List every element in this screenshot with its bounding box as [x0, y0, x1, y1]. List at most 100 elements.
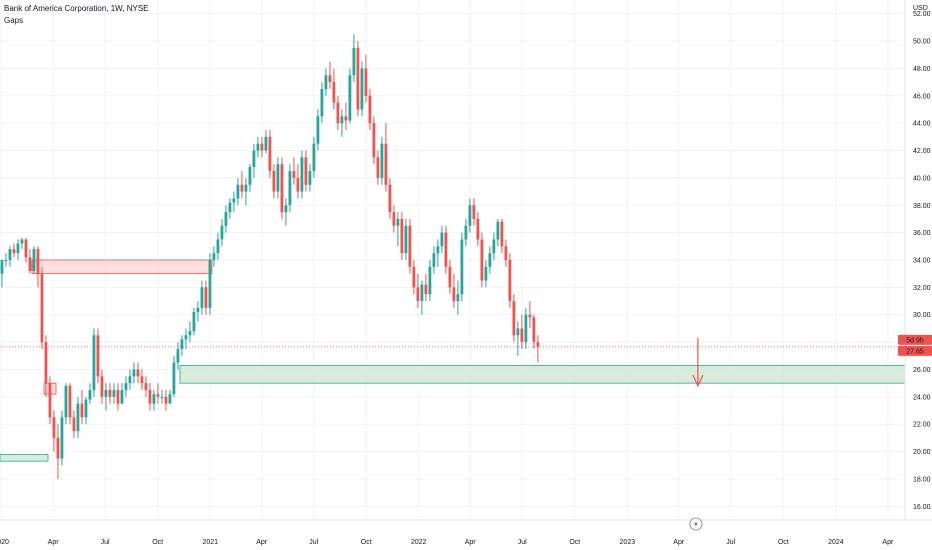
candle-body — [108, 390, 112, 397]
candle-body — [132, 369, 136, 377]
candle-body — [160, 396, 164, 398]
candle-body — [524, 314, 528, 343]
price-tick-label: 32.00 — [913, 285, 931, 292]
candle-body — [456, 294, 460, 302]
price-tick-label: 48.00 — [913, 66, 931, 73]
candle-body — [440, 232, 444, 247]
candle-body — [280, 164, 284, 213]
candle-body — [76, 403, 80, 432]
candle-body — [444, 232, 448, 267]
gap-down-zone — [31, 259, 213, 275]
time-tick-label: 2020 — [0, 539, 9, 546]
candle-body — [364, 68, 368, 96]
candle-body — [392, 212, 396, 226]
candle-body — [468, 205, 472, 226]
candle-body — [36, 249, 40, 274]
candle-body — [136, 369, 140, 377]
candle-body — [256, 143, 260, 151]
candle-body — [260, 143, 264, 151]
candle-body — [208, 260, 212, 308]
candle-body — [512, 301, 516, 336]
candle-body — [480, 239, 484, 281]
candle-body — [532, 317, 536, 343]
overlay-marks: 5d 9h 27.65 — [0, 334, 932, 531]
price-tick-label: 42.00 — [913, 148, 931, 155]
candle-body — [408, 225, 412, 267]
candle-body — [164, 396, 168, 404]
candle-body — [240, 184, 244, 192]
candle-body — [476, 218, 480, 240]
last-price-text: 27.65 — [906, 348, 924, 355]
candle-body — [416, 287, 420, 302]
chart-title: Bank of America Corporation, 1W, NYSE — [4, 4, 149, 13]
candle-body — [180, 339, 184, 349]
time-tick-label: Oct — [361, 539, 372, 546]
candle-body — [64, 385, 68, 418]
candle-body — [316, 116, 320, 144]
candle-body — [312, 143, 316, 172]
candle-body — [128, 376, 132, 384]
candle-body — [16, 243, 20, 254]
candle-body — [340, 116, 344, 124]
candle-body — [292, 171, 296, 178]
candle-body — [216, 239, 220, 254]
lightning-bolt — [693, 520, 698, 528]
candle-body — [268, 136, 272, 172]
price-tick-label: 30.00 — [913, 312, 931, 319]
candle-body — [176, 348, 180, 363]
price-scale[interactable]: 52.00 50.00 48.00 46.00 44.00 42.00 40.00 38.00… — [904, 0, 931, 520]
candle-body — [56, 437, 60, 459]
price-tick-label: 40.00 — [913, 175, 931, 182]
candle-body — [48, 383, 52, 418]
candle-body — [28, 257, 32, 271]
candle-body — [196, 307, 200, 312]
candle-body — [144, 383, 148, 390]
candle-body — [8, 249, 12, 260]
candle-body — [420, 284, 424, 302]
price-tick-label: 22.00 — [913, 422, 931, 429]
candle-body — [200, 287, 204, 308]
candle-body — [248, 166, 252, 185]
candle-body — [84, 399, 88, 418]
candle-body — [428, 266, 432, 295]
candle-body — [332, 82, 336, 103]
candle-body — [100, 376, 104, 397]
price-tick-label: 38.00 — [913, 203, 931, 210]
price-tick-label: 44.00 — [913, 121, 931, 128]
candle-body — [220, 225, 224, 240]
candle-body — [264, 136, 268, 151]
candle-body — [404, 225, 408, 254]
candle-body — [152, 394, 156, 404]
indicator-label[interactable]: Gaps — [4, 16, 24, 25]
candle-body — [504, 246, 508, 260]
candle-body — [464, 225, 468, 240]
candle-body — [24, 239, 28, 258]
candle-body — [320, 88, 324, 117]
candle-body — [252, 150, 256, 167]
time-tick-label: Apr — [465, 539, 477, 546]
candle-body — [296, 177, 300, 192]
time-tick-label: Oct — [569, 539, 580, 546]
candle-body — [60, 417, 64, 459]
candle-body — [148, 390, 152, 404]
candle-body — [452, 287, 456, 302]
gap-zones — [0, 259, 906, 462]
candle-body — [528, 314, 532, 318]
time-tick-label: Apr — [48, 539, 60, 546]
time-tick-label: Oct — [778, 539, 789, 546]
time-tick-label: Oct — [152, 539, 163, 546]
candle-body — [384, 143, 388, 185]
candle-body — [436, 246, 440, 254]
candle-body — [72, 417, 76, 432]
candle-body — [88, 390, 92, 400]
candle-body — [0, 260, 4, 274]
candle-body — [300, 157, 304, 192]
time-tick-label: Jul — [101, 539, 110, 546]
time-scale[interactable]: 2020 Apr Jul Oct 2021 Apr Jul Oct 2022 Apr Jul Oct 2… — [0, 519, 932, 546]
candle-body — [112, 390, 116, 397]
price-tick-label: 50.00 — [913, 39, 931, 46]
time-tick-label: Jul — [309, 539, 318, 546]
candle-body — [400, 218, 404, 254]
candle-body — [40, 273, 44, 343]
